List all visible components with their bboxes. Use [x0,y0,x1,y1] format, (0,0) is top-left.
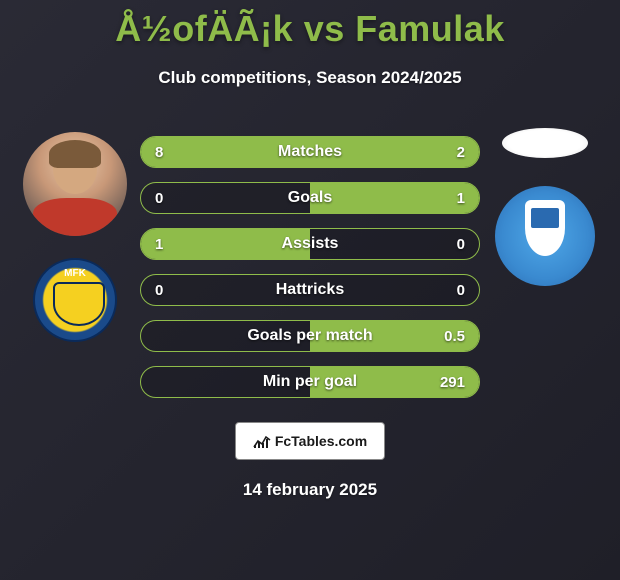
fctables-logo[interactable]: FcTables.com [235,422,385,460]
stat-label: Goals per match [247,327,372,345]
stat-row: 8 Matches 2 [140,136,480,168]
stat-row: 0 Goals 1 [140,182,480,214]
stat-value-right: 0 [457,236,465,253]
stat-label: Matches [278,143,342,161]
stat-value-right: 0.5 [444,328,465,345]
club-badge-right [495,186,595,286]
stat-label: Assists [282,235,339,253]
fctables-label: FcTables.com [275,433,367,449]
stat-fill-left [141,137,411,167]
stat-fill-right [310,183,479,213]
stat-label: Hattricks [276,281,344,299]
stat-value-left: 0 [155,282,163,299]
stat-value-right: 2 [457,144,465,161]
stat-value-right: 291 [440,374,465,391]
stat-row: 1 Assists 0 [140,228,480,260]
player-photo-left [23,132,127,236]
comparison-panel: 8 Matches 2 0 Goals 1 1 Assists 0 0 Hattricks 0 Goal… [10,128,610,412]
left-player-column [10,128,140,342]
right-player-column [480,128,610,286]
stat-value-right: 1 [457,190,465,207]
stats-column: 8 Matches 2 0 Goals 1 1 Assists 0 0 Hattricks 0 Goal… [140,128,480,412]
stat-label: Goals [288,189,332,207]
stat-value-right: 0 [457,282,465,299]
stat-row: Min per goal 291 [140,366,480,398]
stat-value-left: 0 [155,190,163,207]
stat-row: 0 Hattricks 0 [140,274,480,306]
player-photo-right [502,128,588,158]
page-title: Å½ofÄÃ¡k vs Famulak [10,0,610,50]
subtitle: Club competitions, Season 2024/2025 [10,68,610,88]
date-label: 14 february 2025 [10,480,610,500]
stat-value-left: 8 [155,144,163,161]
chart-icon [253,434,271,448]
stat-label: Min per goal [263,373,357,391]
stat-fill-right [411,137,479,167]
stat-value-left: 1 [155,236,163,253]
stat-row: Goals per match 0.5 [140,320,480,352]
club-badge-left [33,258,117,342]
